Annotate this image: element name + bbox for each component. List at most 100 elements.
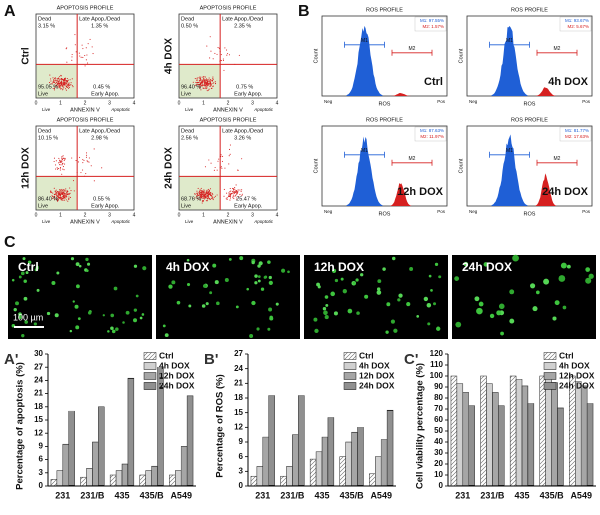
event-dot — [204, 191, 206, 193]
image-label: 24h DOX — [462, 260, 512, 274]
event-dot — [228, 54, 230, 56]
y-tick-label: 90 — [434, 382, 443, 391]
event-dot — [195, 81, 197, 84]
histogram-peak — [535, 87, 557, 96]
plot-title: APOPTOSIS PROFILE — [200, 5, 257, 11]
x-side-label: Apoptotic — [253, 219, 274, 224]
bar — [456, 383, 464, 487]
cell — [268, 275, 272, 280]
legend-swatch — [543, 352, 557, 360]
panel-letter: C' — [404, 351, 418, 368]
event-dot — [71, 84, 73, 87]
event-dot — [237, 190, 239, 192]
event-dot — [206, 90, 208, 92]
event-dot — [205, 200, 207, 202]
event-dot — [71, 53, 73, 56]
event-dot — [52, 87, 54, 89]
event-dot — [235, 194, 237, 196]
event-dot — [59, 191, 61, 193]
marker-label: M1 — [506, 148, 513, 154]
event-dot — [214, 166, 216, 169]
cell — [70, 257, 75, 261]
event-dot — [65, 199, 67, 201]
event-dot — [206, 80, 208, 82]
cell — [281, 268, 286, 273]
y-axis-label: Count — [458, 158, 464, 173]
bar — [492, 392, 499, 487]
event-dot — [229, 187, 231, 190]
cell — [364, 294, 369, 299]
event-dot — [82, 169, 84, 171]
event-dot — [211, 197, 213, 199]
y-tick-label: 12 — [34, 428, 43, 437]
event-dot — [199, 76, 201, 78]
x-side-label: Pos — [582, 209, 591, 214]
event-dot — [85, 59, 87, 61]
event-dot — [62, 81, 64, 83]
y-tick-label: 120 — [430, 349, 444, 358]
x-axis-label: ANNEXIN V — [213, 107, 243, 113]
event-dot — [54, 191, 56, 193]
event-dot — [54, 77, 56, 80]
scale-label: 100 µm — [13, 312, 43, 322]
cell — [512, 254, 519, 262]
event-dot — [208, 191, 210, 193]
event-dot — [59, 76, 61, 78]
y-tick-label: 3 — [239, 466, 244, 475]
cell — [75, 262, 80, 267]
event-dot — [88, 161, 90, 163]
event-dot — [87, 43, 89, 45]
quadrant-value: 25.47 % — [236, 196, 256, 202]
event-dot — [206, 198, 208, 200]
cell — [249, 334, 254, 338]
event-dot — [82, 162, 84, 164]
event-dot — [204, 195, 206, 197]
bar — [151, 465, 158, 487]
cell — [239, 256, 244, 261]
row-label: 24h DOX — [164, 147, 175, 189]
event-dot — [228, 148, 231, 151]
event-dot — [207, 195, 209, 197]
bar — [186, 395, 194, 487]
cell — [69, 329, 73, 333]
event-dot — [82, 159, 84, 161]
bar — [327, 417, 335, 487]
event-dot — [65, 195, 67, 197]
bar — [80, 476, 87, 487]
cell — [133, 318, 138, 323]
cell — [186, 258, 190, 262]
legend-swatch — [543, 362, 557, 370]
cell — [13, 307, 17, 312]
event-dot — [57, 87, 59, 89]
live-region — [36, 64, 78, 98]
event-dot — [214, 81, 216, 83]
x-tick-label: 231 — [55, 490, 70, 500]
event-dot — [200, 187, 202, 189]
quadrant-name: Early Apop. — [91, 203, 120, 209]
event-dot — [61, 156, 63, 158]
event-dot — [205, 88, 207, 90]
bar — [92, 441, 99, 487]
event-dot — [60, 81, 62, 83]
cell — [356, 311, 360, 315]
x-tick-label: 231/B — [480, 490, 505, 500]
event-dot — [214, 195, 217, 197]
bar — [315, 451, 323, 487]
cell — [385, 330, 389, 334]
event-dot — [60, 78, 62, 80]
event-dot — [63, 82, 65, 84]
x-tick-label: 1 — [202, 100, 205, 106]
event-dot — [233, 189, 235, 191]
event-dot — [209, 85, 211, 87]
event-dot — [56, 84, 58, 86]
bar — [127, 377, 135, 487]
cell — [18, 315, 22, 320]
panel-letter: A — [4, 3, 16, 20]
event-dot — [61, 188, 63, 190]
event-dot — [204, 166, 206, 168]
event-dot — [236, 198, 238, 200]
plot-title: APOPTOSIS PROFILE — [57, 5, 114, 11]
event-dot — [208, 88, 210, 90]
event-dot — [200, 84, 202, 86]
cell — [139, 316, 143, 320]
